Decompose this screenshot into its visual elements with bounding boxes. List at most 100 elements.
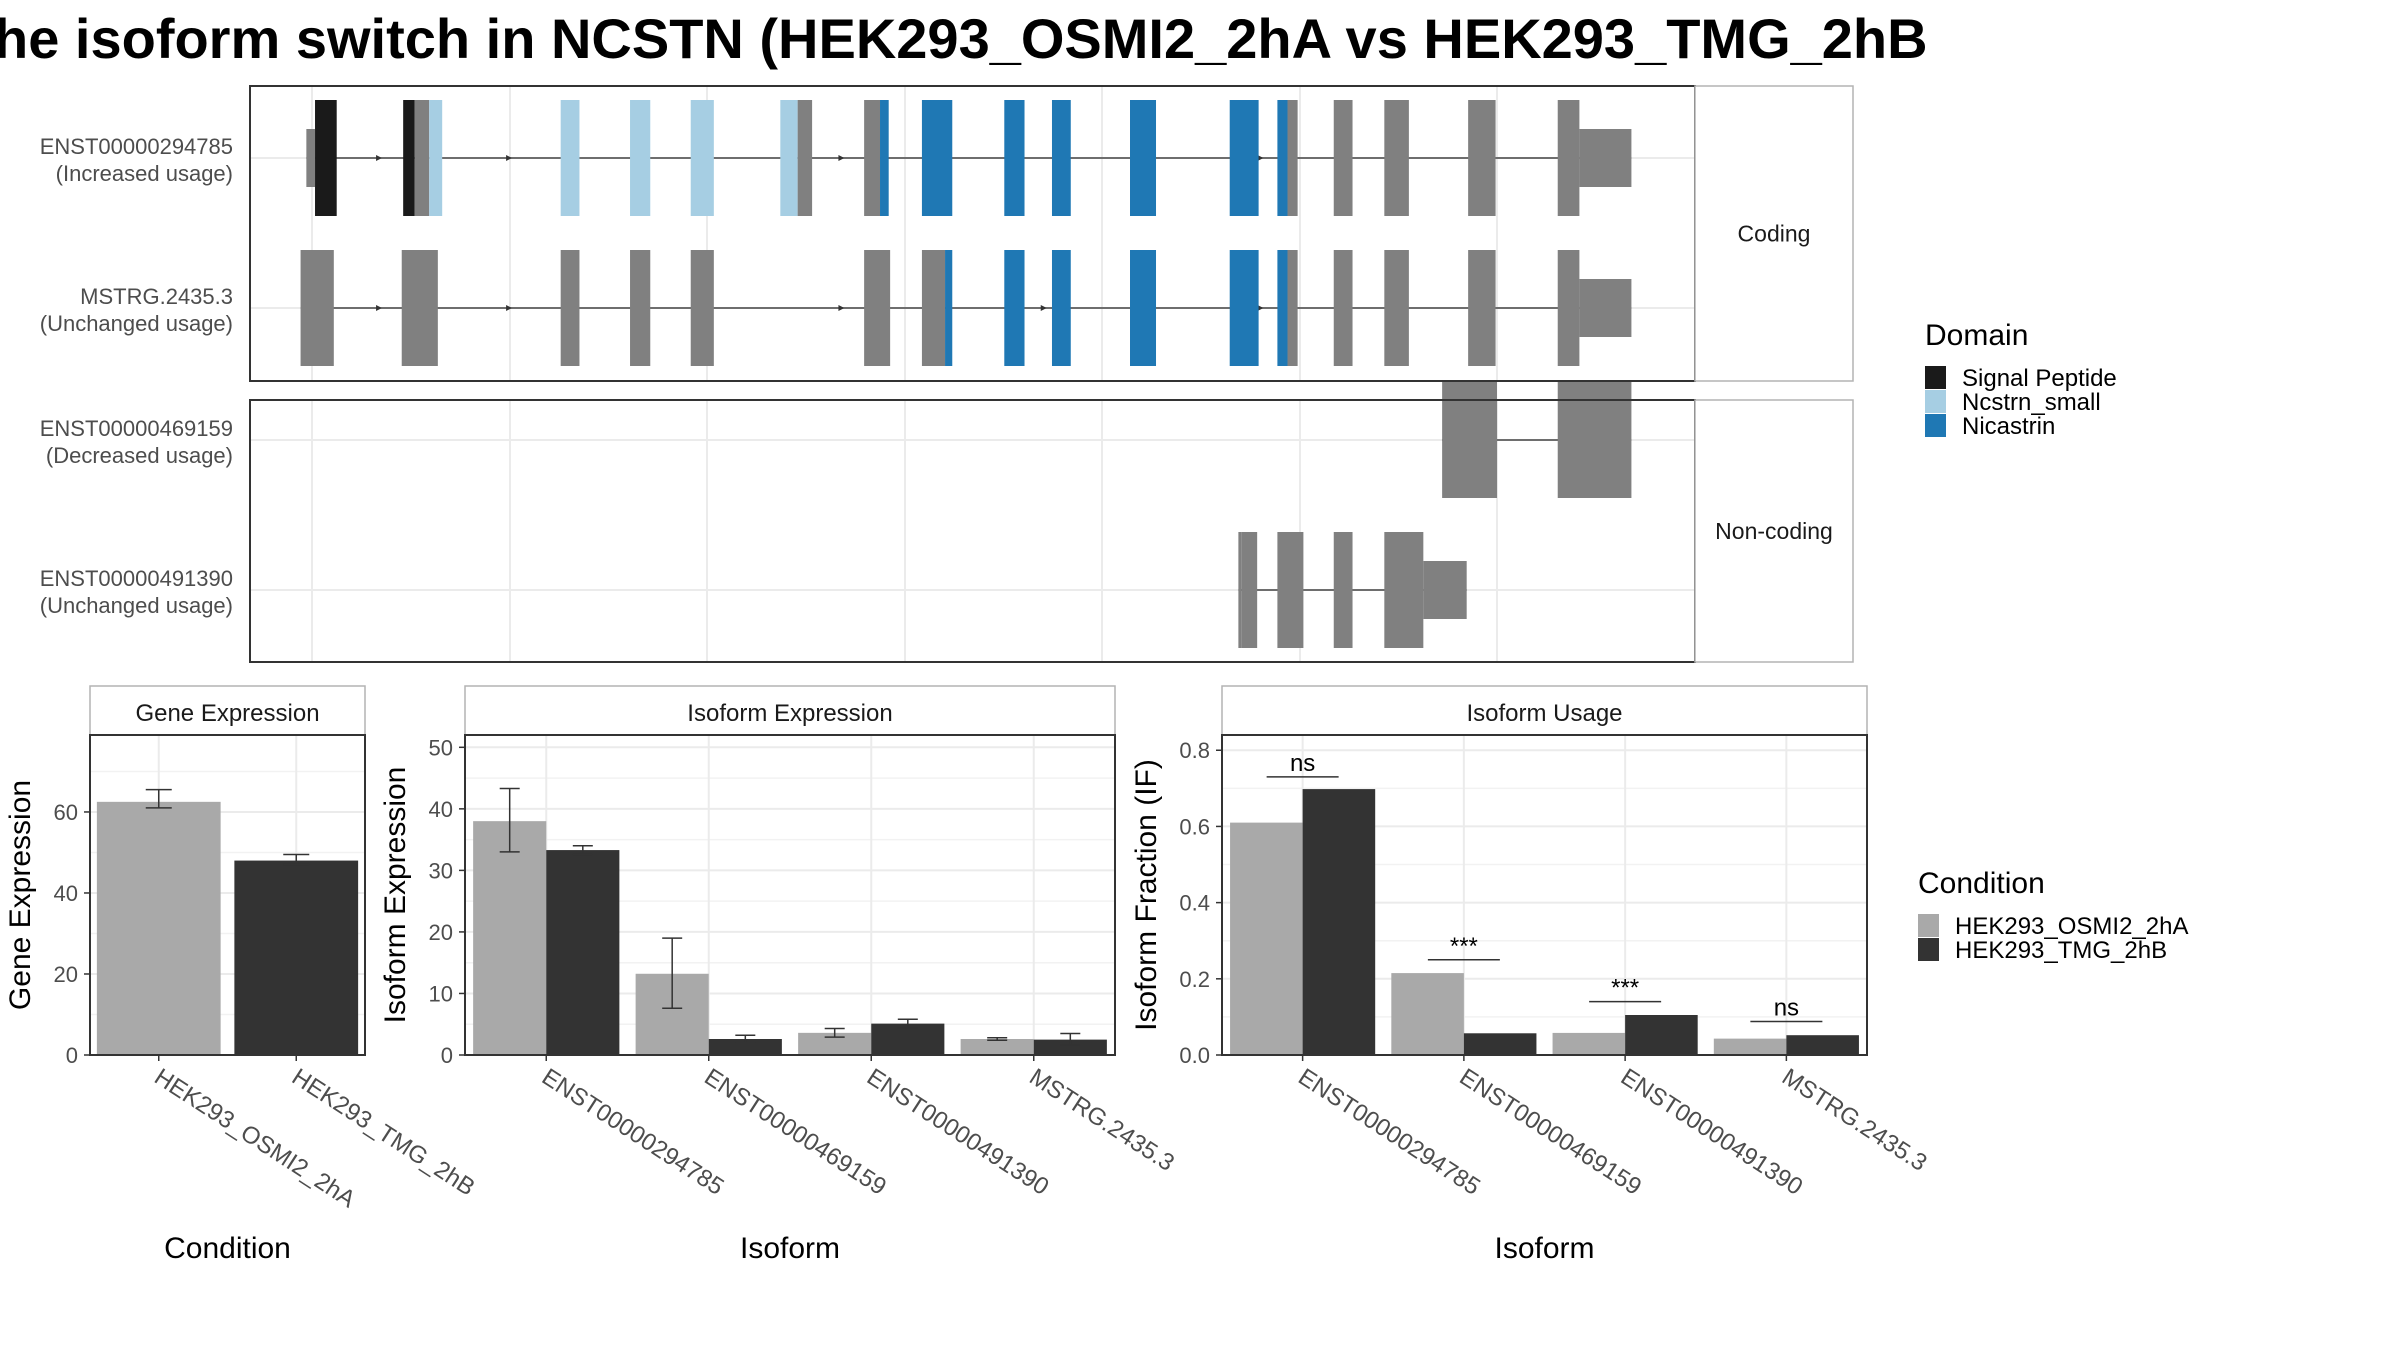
exon: [1277, 532, 1304, 648]
bar: [1302, 789, 1376, 1055]
exon: [1579, 279, 1632, 337]
panel-strip: [464, 685, 1116, 736]
legends: Domain Signal PeptideNcstrn_smallNicastri…: [1918, 319, 2188, 964]
exon: [1333, 250, 1353, 366]
bar: [708, 1039, 782, 1055]
y-tick-label: 30: [429, 858, 453, 883]
y-tick-label: 60: [54, 800, 78, 825]
bar: [473, 821, 547, 1055]
exon: [401, 250, 438, 366]
y-tick-label: 0: [441, 1043, 453, 1068]
exon: [864, 250, 891, 366]
y-tick-label: 20: [54, 962, 78, 987]
exon: [690, 250, 714, 366]
exon: [1557, 250, 1580, 366]
exon: [1229, 250, 1259, 366]
facet-strip: [1694, 85, 1854, 382]
exon: [1333, 100, 1353, 216]
exon: [880, 100, 889, 216]
y-axis-title: Isoform Fraction (IF): [1130, 759, 1163, 1031]
exon: [315, 100, 337, 216]
bar: [1033, 1039, 1107, 1055]
exon: [1579, 129, 1632, 187]
y-tick-label: 0.8: [1179, 738, 1210, 763]
exon: [945, 250, 953, 366]
exon: [630, 250, 651, 366]
isoform-track: ENST00000491390(Unchanged usage): [40, 532, 1467, 648]
facet-background: [250, 86, 1695, 381]
legend-swatch: [1925, 366, 1946, 389]
domain-legend-title: Domain: [1925, 319, 2028, 352]
bar: [1463, 1033, 1537, 1055]
facet-strip-label: Non-coding: [1715, 518, 1833, 544]
y-tick-label: 0.2: [1179, 967, 1210, 992]
bar: [960, 1039, 1034, 1055]
exon: [1229, 100, 1259, 216]
significance-label: ns: [1774, 994, 1799, 1021]
exon: [1468, 250, 1496, 366]
legend-swatch: [1918, 938, 1939, 961]
bar: [798, 1032, 872, 1055]
y-tick-label: 40: [54, 881, 78, 906]
structure-facet: ENST00000469159(Decreased usage) ENST0000…: [40, 382, 1854, 663]
exon: [1238, 532, 1242, 648]
exon: [1557, 382, 1632, 498]
isoform-label: ENST00000491390: [40, 566, 233, 591]
exon: [1384, 532, 1424, 648]
exon: [1051, 100, 1071, 216]
bar: [234, 860, 359, 1055]
exon: [1423, 561, 1467, 619]
exon: [690, 100, 714, 216]
facet-strip-label: Coding: [1738, 221, 1811, 247]
exon: [864, 100, 881, 216]
exon: [630, 100, 651, 216]
transcript-structure-panel: ENST00000294785(Increased usage) MSTRG.24…: [40, 85, 1854, 663]
exon: [1004, 250, 1025, 366]
isoform-label: ENST00000294785: [40, 134, 233, 159]
y-tick-label: 0: [66, 1043, 78, 1068]
exon: [414, 100, 430, 216]
isoform-usage-label: (Decreased usage): [46, 443, 233, 468]
panel-border: [1221, 734, 1868, 1056]
bar: [1391, 973, 1464, 1055]
y-tick-label: 0.0: [1179, 1043, 1210, 1068]
legend-swatch: [1925, 414, 1946, 437]
bar: [1230, 822, 1303, 1055]
legend-label: HEK293_TMG_2hB: [1955, 937, 2167, 964]
exon: [560, 250, 580, 366]
exon: [1384, 100, 1409, 216]
structure-facet: ENST00000294785(Increased usage) MSTRG.24…: [40, 85, 1854, 382]
exon: [1557, 100, 1580, 216]
facet-strip: [1694, 399, 1854, 663]
legend-label: HEK293_OSMI2_2hA: [1955, 913, 2188, 940]
figure-title: he isoform switch in NCSTN (HEK293_OSMI2…: [0, 7, 1928, 70]
significance-label: ***: [1611, 975, 1639, 1002]
exon: [1130, 250, 1157, 366]
exon: [1384, 250, 1409, 366]
isoform-usage-label: (Unchanged usage): [40, 311, 233, 336]
exon: [1287, 100, 1298, 216]
exon: [1333, 532, 1353, 648]
isoform-label: MSTRG.2435.3: [80, 284, 233, 309]
strand-arrow: [506, 305, 513, 311]
bar: [1552, 1032, 1626, 1055]
y-tick-label: 20: [429, 920, 453, 945]
strand-arrow: [506, 155, 513, 161]
strand-arrow: [1257, 155, 1264, 161]
exon: [1277, 100, 1288, 216]
exon: [300, 250, 334, 366]
y-tick-label: 0.4: [1179, 891, 1210, 916]
isoform-usage-label: (Increased usage): [56, 161, 233, 186]
isoform-track: ENST00000294785(Increased usage): [40, 100, 1632, 216]
condition-legend-title: Condition: [1918, 867, 2045, 900]
exon: [1241, 532, 1258, 648]
significance-label: ns: [1290, 750, 1315, 777]
x-axis-title: Isoform: [1494, 1232, 1594, 1265]
exon: [797, 100, 813, 216]
panel-border: [464, 734, 1116, 1056]
isoform-track: ENST00000469159(Decreased usage): [40, 382, 1632, 498]
exon: [1130, 100, 1157, 216]
exon: [921, 100, 953, 216]
bar: [1625, 1015, 1698, 1055]
